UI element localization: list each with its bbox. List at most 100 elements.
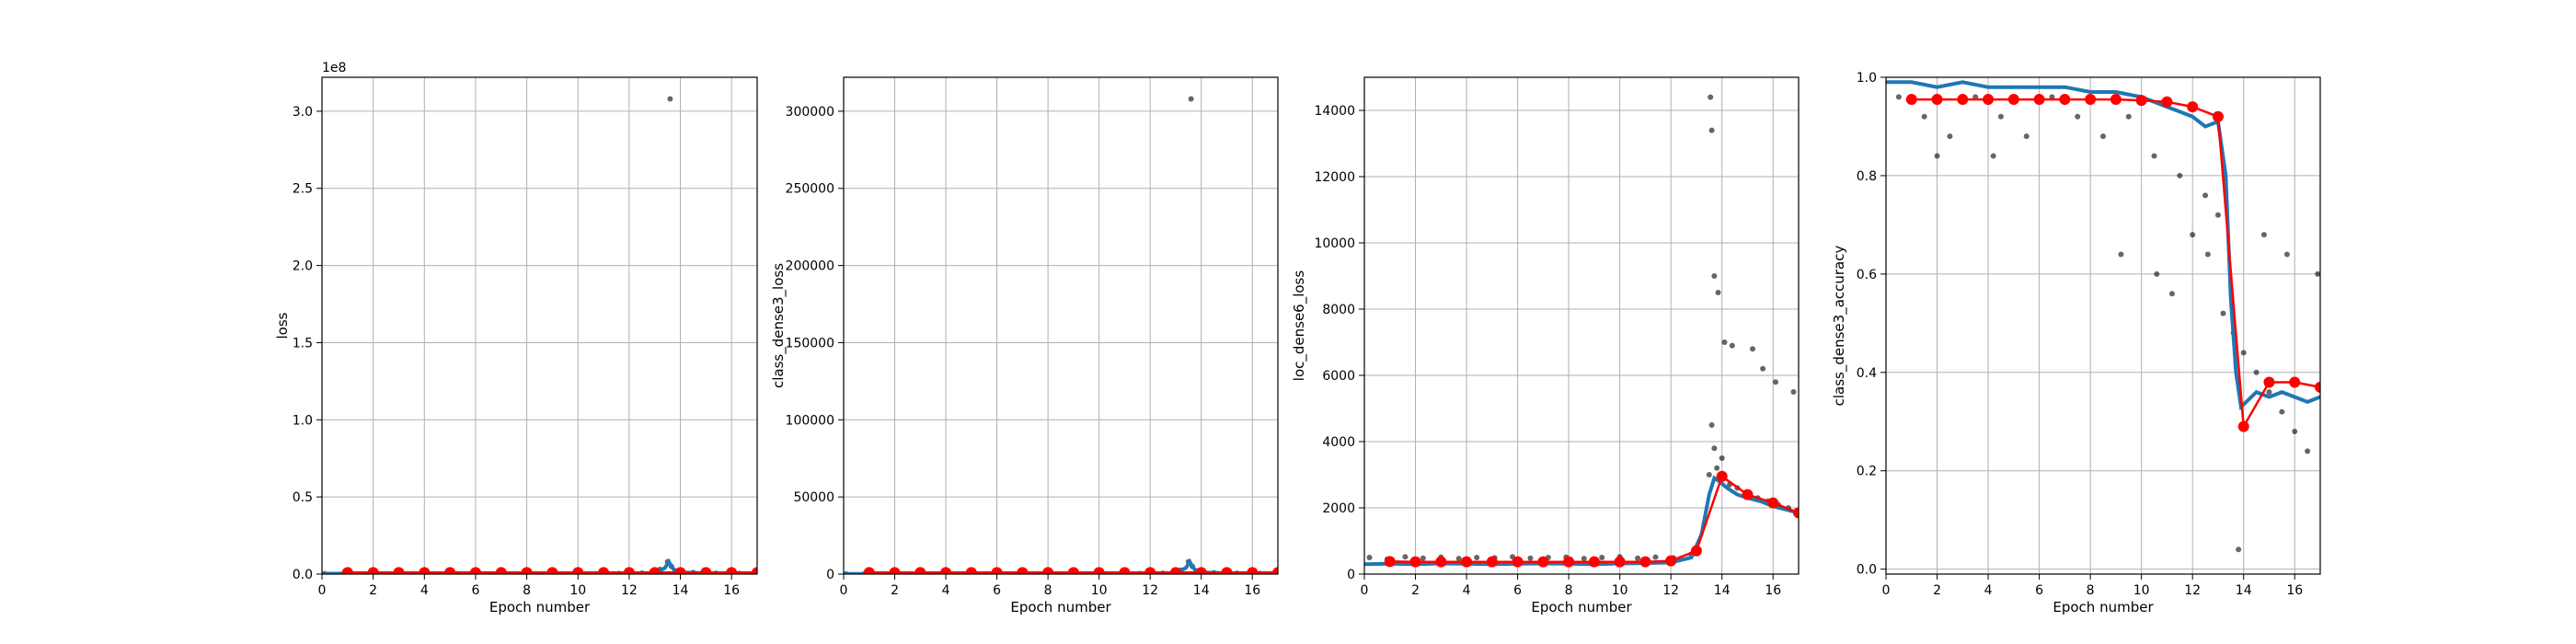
scatter-point	[2253, 369, 2260, 375]
epoch-mean-marker	[2135, 95, 2147, 107]
epoch-mean-marker	[2237, 420, 2249, 432]
scatter-point	[1760, 365, 1766, 372]
scatter-point	[2100, 133, 2106, 140]
x-tick-label: 6	[1513, 583, 1522, 598]
scatter-point	[2118, 251, 2124, 258]
x-tick-label: 14	[1714, 583, 1731, 598]
x-tick-label: 12	[2184, 583, 2201, 598]
scatter-point	[1714, 465, 1720, 471]
scatter-point	[2260, 232, 2267, 238]
epoch-mean-marker	[1767, 497, 1779, 509]
scatter-point	[2177, 172, 2183, 178]
scatter-point	[2220, 310, 2226, 316]
scatter-point	[1366, 555, 1373, 560]
scatter-point	[1708, 127, 1715, 133]
y-tick-label: 0.6	[1857, 268, 1877, 282]
epoch-mean-marker	[2315, 381, 2320, 393]
scatter-point	[2279, 408, 2285, 415]
scatter-point	[2168, 291, 2175, 297]
y-tick-label: 200000	[786, 259, 834, 274]
x-axis-label: Epoch number	[2053, 599, 2154, 615]
scatter-point	[1188, 96, 1194, 102]
x-tick-label: 0	[840, 583, 848, 598]
plot-area	[1886, 80, 2320, 553]
x-tick-label: 2	[1933, 583, 1941, 598]
epoch-mean-marker	[726, 567, 738, 574]
epoch-mean-marker	[1614, 556, 1626, 568]
x-tick-label: 0	[318, 583, 327, 598]
y-tick-label: 2.5	[293, 182, 313, 197]
axes-frame	[1363, 76, 1800, 575]
scatter-point	[1708, 94, 1714, 100]
x-tick-label: 2	[891, 583, 899, 598]
epoch-mean-marker	[341, 567, 353, 574]
x-tick-label: 12	[1142, 583, 1158, 598]
scatter-point	[2292, 428, 2298, 434]
subplot-3: 0 2 4 6 8 10 12 14 16 0 2000 4000 6000 8000 10000 12000…	[1291, 76, 1800, 615]
epoch-mean-marker	[367, 567, 379, 574]
scatter-point	[2202, 192, 2209, 199]
epoch-mean-marker	[1169, 567, 1181, 574]
epoch-mean-marker	[1119, 567, 1131, 574]
epoch-mean-marker	[521, 567, 533, 574]
scatter-point	[1708, 422, 1715, 428]
scatter-point	[1790, 389, 1797, 395]
x-tick-label: 14	[2236, 583, 2252, 598]
y-tick-label: 14000	[1314, 104, 1355, 119]
epoch-mean-marker	[2085, 94, 2097, 106]
scatter-point	[2023, 133, 2030, 140]
y-offset-label: 1e8	[322, 61, 346, 75]
scatter-point	[1921, 113, 1927, 120]
epoch-mean-marker	[752, 567, 757, 574]
scatter-point	[2283, 251, 2290, 258]
y-tick-label: 12000	[1314, 170, 1355, 185]
scatter-point	[1721, 339, 1728, 345]
x-tick-label: 14	[1193, 583, 1210, 598]
smoothed-line	[1364, 475, 1799, 567]
epoch-mean-marker	[393, 567, 405, 574]
y-tick-label: 0.5	[293, 490, 313, 505]
x-tick-label: 6	[471, 583, 479, 598]
y-tick-label: 4000	[1322, 435, 1355, 450]
y-tick-label: 300000	[786, 105, 834, 120]
scatter-point	[1895, 94, 1902, 100]
epoch-mean-marker	[495, 567, 507, 574]
x-tick-label: 16	[723, 583, 740, 598]
scatter-point	[667, 96, 673, 102]
x-tick-label: 10	[2133, 583, 2150, 598]
scatter-point	[1997, 113, 2004, 120]
plot-area	[322, 96, 757, 574]
epoch-mean-marker	[2033, 94, 2045, 106]
scatter-point	[1947, 133, 1953, 140]
plot-area	[844, 96, 1278, 574]
y-tick-label: 250000	[786, 182, 834, 197]
epoch-mean-marker	[889, 567, 901, 574]
y-tick-label: 8000	[1322, 303, 1355, 317]
y-tick-label: 0	[1347, 568, 1355, 582]
epoch-mean-marker	[1716, 470, 1728, 482]
epoch-mean-marker	[1384, 556, 1396, 568]
x-tick-label: 4	[1984, 583, 1993, 598]
epoch-mean-marker	[1093, 567, 1105, 574]
epoch-mean-marker	[1665, 555, 1677, 567]
scatter-point	[1420, 555, 1426, 561]
epoch-mean-marker	[965, 567, 977, 574]
scatter-point	[1474, 555, 1480, 560]
smoothed-line	[1886, 80, 2320, 411]
scatter-point	[2214, 212, 2221, 218]
epoch-mean-marker	[2263, 376, 2275, 388]
subplot-2: 0 2 4 6 8 10 12 14 16 0 50000 100000 150000 200000 250…	[770, 76, 1279, 615]
axes-frame	[1885, 76, 2321, 575]
epoch-mean-marker	[1067, 567, 1079, 574]
x-tick-label: 8	[2087, 583, 2095, 598]
y-tick-label: 2.0	[293, 259, 313, 274]
epoch-mean-marker	[940, 567, 952, 574]
epoch-mean-marker	[1512, 556, 1524, 568]
scatter-point	[1715, 290, 1721, 295]
scatter-point	[1729, 342, 1735, 349]
scatter-point	[1990, 153, 1996, 159]
scatter-point	[1599, 555, 1605, 560]
y-tick-label: 1.0	[293, 413, 313, 428]
x-tick-label: 16	[2286, 583, 2303, 598]
y-axis-label: class_dense3_loss	[770, 263, 788, 388]
